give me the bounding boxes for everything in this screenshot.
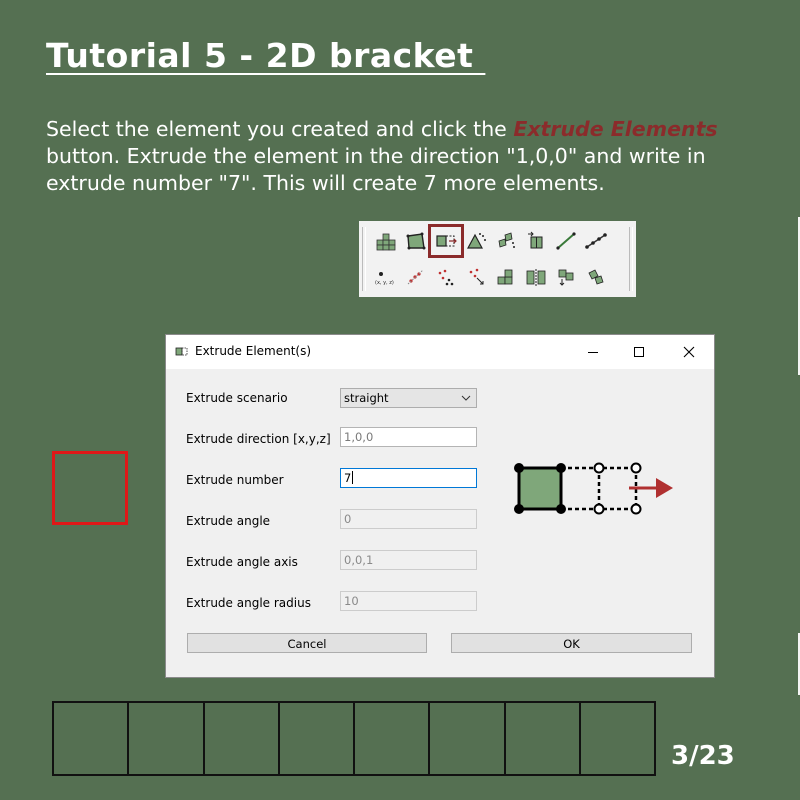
edge-line-top xyxy=(798,217,800,375)
chevron-down-icon xyxy=(461,395,471,401)
element-cell xyxy=(129,703,205,774)
extrude-angle-label: Extrude angle xyxy=(186,514,271,528)
instruction-highlight: Extrude Elements xyxy=(513,117,718,141)
instruction-text: Select the element you created and click… xyxy=(46,116,726,197)
element-cell xyxy=(280,703,355,774)
minimize-button[interactable] xyxy=(570,335,616,369)
line-element-icon[interactable] xyxy=(551,227,581,255)
text-caret xyxy=(352,471,354,484)
page-number: 3/23 xyxy=(671,741,735,771)
extrude-angle-input[interactable]: 0 xyxy=(340,509,477,529)
extrude-diagram-icon xyxy=(514,462,673,515)
extruded-elements-strip xyxy=(52,701,656,776)
transform-nodes-icon[interactable] xyxy=(401,263,431,291)
extrude-direction-input[interactable]: 1,0,0 xyxy=(340,427,477,447)
toolbar-row-1 xyxy=(371,224,611,258)
maximize-icon xyxy=(634,347,644,357)
point-coordinates-label: (x, y, z) xyxy=(375,280,394,286)
extrude-angle-axis-input[interactable]: 0,0,1 xyxy=(340,550,477,570)
toolbar-separator-right xyxy=(629,227,633,291)
node-arrow-icon[interactable] xyxy=(461,263,491,291)
minimize-icon xyxy=(588,352,598,353)
extrude-elements-icon[interactable] xyxy=(428,224,464,258)
extrude-scenario-label: Extrude scenario xyxy=(186,391,288,405)
extrude-angle-radius-label: Extrude angle radius xyxy=(186,596,311,610)
element-toolbar: (x, y, z) xyxy=(359,221,636,297)
close-button[interactable] xyxy=(666,335,712,369)
extrude-scenario-value: straight xyxy=(344,391,389,405)
element-cell xyxy=(506,703,581,774)
scatter-nodes-icon[interactable] xyxy=(431,263,461,291)
extrude-number-value: 7 xyxy=(344,471,352,485)
toolbar-separator-left xyxy=(362,227,366,291)
close-icon xyxy=(683,346,695,358)
dialog-app-icon xyxy=(174,344,190,363)
extrude-dialog: Extrude Element(s) Extrude scenario stra… xyxy=(165,334,715,678)
extrude-number-input[interactable]: 7 xyxy=(340,468,477,488)
edge-line-bottom xyxy=(798,633,800,695)
maximize-button[interactable] xyxy=(616,335,662,369)
triangle-element-icon[interactable] xyxy=(461,227,491,255)
dialog-titlebar: Extrude Element(s) xyxy=(166,335,714,369)
instruction-part1: Select the element you created and click… xyxy=(46,117,514,141)
cancel-button[interactable]: Cancel xyxy=(187,633,427,653)
selected-element-square xyxy=(52,451,128,525)
extrude-direction-label: Extrude direction [x,y,z] xyxy=(186,432,331,446)
quad-element-icon[interactable] xyxy=(401,227,431,255)
extrude-angle-radius-input[interactable]: 10 xyxy=(340,591,477,611)
toolbar-row-2: (x, y, z) xyxy=(371,261,611,293)
point-coordinates-icon[interactable]: (x, y, z) xyxy=(371,263,401,291)
element-cell xyxy=(430,703,506,774)
element-cell xyxy=(355,703,431,774)
element-cell xyxy=(205,703,280,774)
line-nodes-icon[interactable] xyxy=(581,227,611,255)
rotate-quad-icon[interactable] xyxy=(581,263,611,291)
mirror-quad-icon[interactable] xyxy=(521,263,551,291)
element-cell xyxy=(581,703,654,774)
extrude-angle-axis-label: Extrude angle axis xyxy=(186,555,298,569)
element-cell xyxy=(54,703,130,774)
mesh-points-icon[interactable] xyxy=(491,227,521,255)
extrude-scenario-select[interactable]: straight xyxy=(340,388,477,408)
ok-button[interactable]: OK xyxy=(451,633,692,653)
extrude-number-label: Extrude number xyxy=(186,473,284,487)
multi-quad-icon[interactable] xyxy=(491,263,521,291)
slide-title: Tutorial 5 - 2D bracket xyxy=(46,36,486,75)
instruction-part2: button. Extrude the element in the direc… xyxy=(46,144,706,195)
split-element-icon[interactable] xyxy=(521,227,551,255)
create-element-icon[interactable] xyxy=(371,227,401,255)
dialog-title: Extrude Element(s) xyxy=(195,344,312,358)
move-quad-icon[interactable] xyxy=(551,263,581,291)
